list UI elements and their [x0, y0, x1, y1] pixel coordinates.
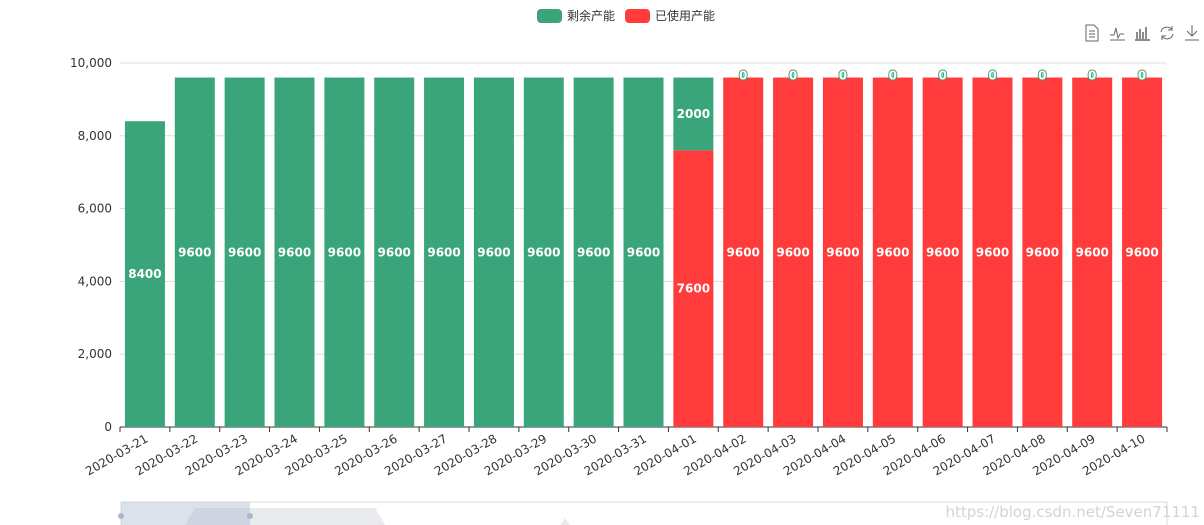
- data-view-icon[interactable]: [1084, 24, 1100, 42]
- data-label: 9600: [527, 245, 560, 259]
- bar-remaining: [224, 77, 265, 427]
- data-label: 0: [789, 69, 797, 83]
- y-tick-label: 0: [104, 420, 112, 434]
- data-label: 9600: [826, 245, 859, 259]
- restore-icon[interactable]: [1159, 24, 1175, 42]
- bar-used: [922, 77, 963, 427]
- line-chart-icon[interactable]: [1109, 24, 1125, 42]
- data-zoom-window[interactable]: [121, 502, 250, 525]
- save-image-icon[interactable]: [1184, 24, 1200, 42]
- bar-remaining: [324, 77, 365, 427]
- y-tick-label: 8,000: [78, 129, 112, 143]
- data-label: 9600: [1125, 245, 1158, 259]
- data-label: 7600: [677, 282, 710, 296]
- bar-remaining: [473, 77, 514, 427]
- data-label: 9600: [926, 245, 959, 259]
- data-label: 9600: [1076, 245, 1109, 259]
- y-tick-label: 10,000: [70, 56, 112, 70]
- data-label: 0: [988, 69, 996, 83]
- data-label: 0: [889, 69, 897, 83]
- data-label: 9600: [976, 245, 1009, 259]
- data-zoom-preview: [121, 508, 1167, 525]
- bar-used: [872, 77, 913, 427]
- legend-swatch: [625, 8, 651, 23]
- data-label: 9600: [178, 245, 211, 259]
- bar-remaining: [623, 77, 664, 427]
- data-label: 8400: [128, 267, 161, 281]
- data-label: 9600: [378, 245, 411, 259]
- legend-item-remaining[interactable]: 剩余产能: [537, 7, 615, 24]
- data-label: 9600: [776, 245, 809, 259]
- bar-used: [673, 150, 714, 428]
- data-label: 0: [739, 69, 747, 83]
- data-label: 9600: [627, 245, 660, 259]
- data-label: 0: [1038, 69, 1046, 83]
- bar-remaining: [424, 77, 465, 427]
- data-label: 9600: [477, 245, 510, 259]
- legend: 剩余产能 已使用产能: [537, 7, 715, 24]
- legend-item-used[interactable]: 已使用产能: [625, 7, 715, 24]
- toolbox: [1084, 24, 1200, 42]
- bar-remaining: [523, 77, 564, 427]
- data-label: 0: [938, 69, 946, 83]
- data-label: 9600: [427, 245, 460, 259]
- data-zoom-handle-left[interactable]: [118, 513, 124, 519]
- bar-used: [822, 77, 863, 427]
- data-label: 9600: [328, 245, 361, 259]
- bar-used: [1072, 77, 1113, 427]
- data-label: 0: [1138, 69, 1146, 83]
- y-tick-label: 4,000: [78, 274, 112, 288]
- bar-used: [773, 77, 814, 427]
- bar-remaining: [673, 77, 714, 151]
- data-label: 0: [839, 69, 847, 83]
- y-tick-label: 2,000: [78, 347, 112, 361]
- data-label: 9600: [278, 245, 311, 259]
- bar-used: [723, 77, 764, 427]
- bar-remaining: [124, 121, 165, 428]
- legend-label: 剩余产能: [567, 9, 616, 23]
- data-zoom-handle-right[interactable]: [247, 513, 253, 519]
- y-tick-label: 6,000: [78, 202, 112, 216]
- bar-remaining: [374, 77, 415, 427]
- data-label: 9600: [876, 245, 909, 259]
- data-label: 2000: [677, 107, 710, 121]
- bar-used: [1022, 77, 1063, 427]
- data-label: 9600: [577, 245, 610, 259]
- data-label: 9600: [1026, 245, 1059, 259]
- bar-remaining: [174, 77, 215, 427]
- bar-chart-icon[interactable]: [1134, 24, 1150, 42]
- bar-remaining: [274, 77, 315, 427]
- legend-label: 已使用产能: [655, 9, 716, 23]
- watermark: https://blog.csdn.net/Seven71111: [945, 503, 1200, 521]
- data-label: 9600: [228, 245, 261, 259]
- bar-used: [972, 77, 1013, 427]
- bar-remaining: [573, 77, 614, 427]
- data-label: 9600: [727, 245, 760, 259]
- data-label: 0: [1088, 69, 1096, 83]
- bar-used: [1122, 77, 1163, 427]
- legend-swatch: [537, 8, 562, 23]
